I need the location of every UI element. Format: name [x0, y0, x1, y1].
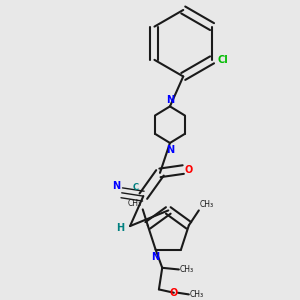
Text: O: O [170, 288, 178, 298]
Text: H: H [116, 223, 124, 233]
Text: Cl: Cl [217, 55, 228, 65]
Text: CH₃: CH₃ [179, 265, 194, 274]
Text: CH₃: CH₃ [200, 200, 214, 209]
Text: CH₃: CH₃ [128, 199, 142, 208]
Text: CH₃: CH₃ [190, 290, 204, 299]
Text: N: N [112, 181, 120, 191]
Text: N: N [166, 145, 174, 154]
Text: C: C [133, 183, 139, 192]
Text: N: N [166, 95, 174, 105]
Text: O: O [185, 164, 193, 175]
Text: N: N [152, 252, 160, 262]
